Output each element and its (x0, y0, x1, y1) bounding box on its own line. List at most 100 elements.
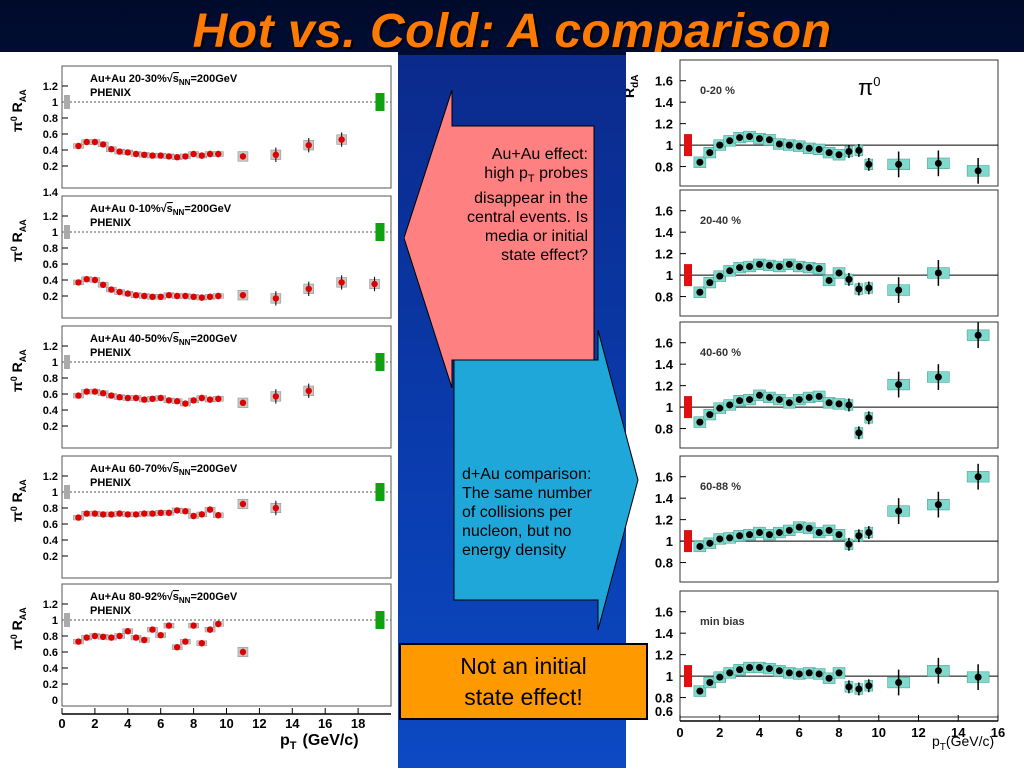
y-tick-label: 0.8 (43, 243, 58, 255)
y-tick-label: 0.2 (43, 551, 58, 563)
dau-figure-background (626, 52, 1024, 768)
dau-data-point (696, 158, 704, 166)
dau-data-point (775, 529, 783, 537)
y-tick-label: 1.2 (43, 211, 58, 223)
auau-data-point (206, 626, 214, 633)
auau-data-point (116, 288, 123, 296)
auau-data-point (215, 395, 222, 402)
norm-uncertainty-box (684, 396, 692, 419)
auau-data-point (75, 279, 82, 286)
y-tick-label: 0.8 (43, 503, 58, 515)
auau-panel-experiment: PHENIX (90, 217, 132, 229)
y-tick-label: 1.2 (655, 513, 673, 528)
norm-uncertainty-box (375, 353, 385, 371)
dau-data-point (795, 670, 803, 678)
x-tick-label: 0 (676, 725, 683, 740)
dau-panel-legend: min bias (700, 616, 745, 628)
auau-data-point (182, 153, 189, 160)
dau-panel-frame (679, 455, 999, 583)
auau-data-point (75, 392, 82, 399)
dau-data-point (736, 264, 744, 272)
auau-data-point (165, 153, 173, 160)
dau-data-point (934, 501, 942, 509)
auau-data-point (165, 292, 173, 299)
y-tick-label: 1.4 (655, 95, 674, 110)
slide-title: Hot vs. Cold: A comparison (192, 5, 832, 58)
y-tick-label: 0.2 (43, 421, 58, 433)
y-tick-label: 0.4 (43, 663, 59, 675)
dau-panel-legend: 40-60 % (700, 347, 741, 359)
dau-data-point (775, 667, 783, 675)
dau-data-point (736, 397, 744, 405)
auau-data-point (108, 392, 115, 399)
auau-data-point (182, 400, 189, 407)
dau-data-point (974, 167, 982, 175)
norm-uncertainty-box (64, 225, 70, 239)
dau-data-point (865, 160, 873, 168)
auau-panel-frame (61, 325, 392, 449)
y-tick-label: 1.2 (43, 471, 58, 483)
auau-data-point (165, 622, 173, 629)
dau-data-point (726, 534, 734, 542)
auau-data-point (165, 397, 173, 404)
y-tick-label: 1 (666, 400, 673, 415)
dau-data-point (815, 265, 823, 273)
auau-data-point (83, 388, 90, 395)
auau-data-point (99, 511, 107, 518)
auau-data-point (132, 511, 140, 518)
auau-data-point (83, 634, 90, 641)
auau-panel-frame (61, 455, 392, 579)
dau-data-point (845, 148, 853, 156)
auau-data-point (206, 150, 214, 158)
blue-callout-line: d+Au comparison: (462, 466, 592, 483)
y-tick-label: 1.6 (655, 605, 673, 620)
auau-data-point (141, 510, 148, 517)
dau-data-point (765, 136, 773, 144)
y-tick-label: 1.2 (655, 648, 673, 663)
norm-uncertainty-box (375, 611, 385, 629)
dau-data-point (746, 133, 754, 141)
y-tick-label: 1 (52, 227, 58, 239)
dau-data-point (835, 151, 843, 159)
dau-data-point (706, 679, 714, 687)
blue-callout-line: The same number (462, 485, 592, 502)
auau-data-point (116, 394, 123, 401)
norm-uncertainty-box (684, 530, 692, 553)
x-tick-label: 14 (951, 725, 966, 740)
dau-data-point (765, 665, 773, 673)
y-tick-label: 0.8 (43, 113, 58, 125)
red-callout-line: disappear in the (474, 190, 588, 208)
auau-data-point (132, 150, 140, 158)
y-tick-label: 1 (666, 138, 673, 153)
y-tick-label: 0.4 (43, 145, 59, 157)
dau-panel-legend: 20-40 % (700, 215, 741, 227)
y-tick-label: 1.2 (43, 599, 58, 611)
auau-data-point (173, 398, 181, 405)
auau-data-point (272, 151, 280, 158)
auau-panels: 1.2 1 0.8 0.6 0.4 0.2 π0 RAA Au+Au 20-30%√sNN=2… (9, 65, 392, 707)
auau-panel-experiment: PHENIX (90, 347, 132, 359)
auau-data-point (305, 387, 312, 394)
auau-data-point (190, 397, 197, 404)
dau-data-point (934, 667, 942, 675)
auau-data-point (182, 508, 189, 515)
y-tick-label: 1.6 (655, 204, 673, 219)
auau-data-point (149, 152, 156, 159)
auau-data-point (83, 510, 90, 517)
auau-data-point (190, 150, 197, 158)
x-tick-label: 6 (796, 725, 803, 740)
y-tick-label: 1.2 (43, 341, 58, 353)
y-tick-label: 0.6 (655, 704, 673, 719)
x-tick-label: 16 (991, 725, 1005, 740)
dau-data-point (805, 524, 813, 532)
dau-x-label: pT(GeV/c) (932, 733, 994, 753)
auau-data-point (198, 394, 206, 402)
auau-data-point (116, 148, 123, 155)
dau-data-point (696, 542, 704, 550)
norm-uncertainty-box (375, 223, 385, 241)
red-callout-line: central events. Is (467, 209, 588, 227)
y-tick-label: 1.4 (655, 225, 674, 240)
norm-uncertainty-box (64, 485, 70, 499)
y-tick-label: 0.8 (655, 691, 673, 706)
dau-data-point (756, 135, 763, 143)
